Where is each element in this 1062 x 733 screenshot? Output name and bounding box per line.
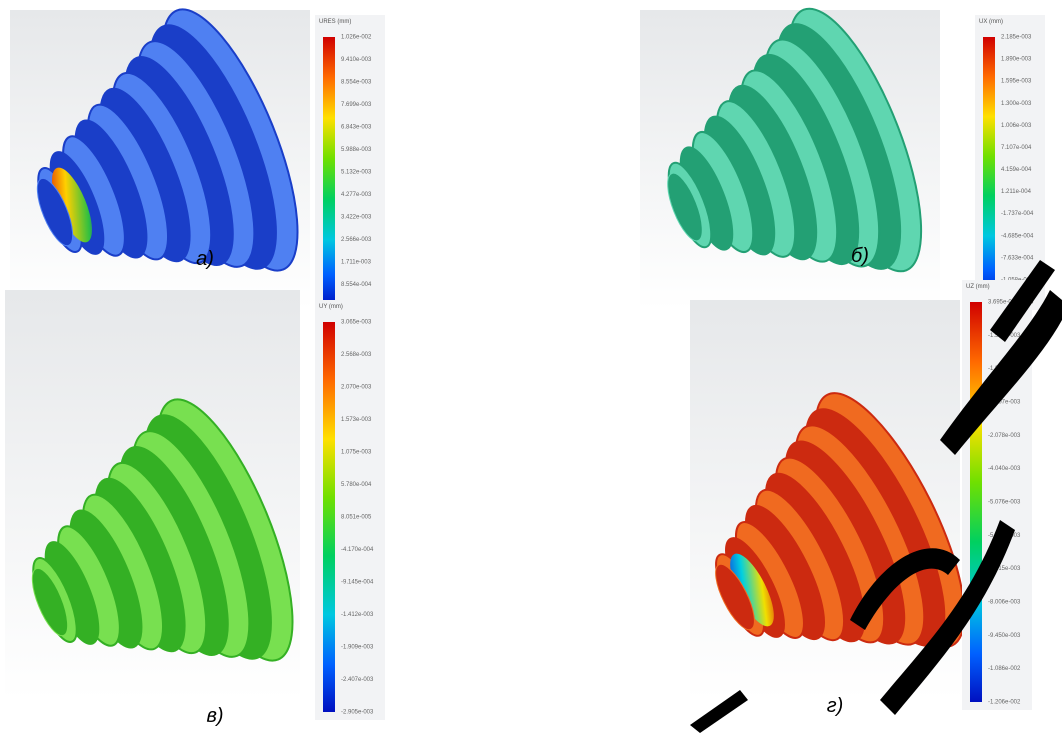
panel: UY (mm) 3.065e-003 2.568e-003 2.070e-003 1.5… [5,290,385,727]
legend-label: 8.554e-003 [341,80,372,86]
legend-label: 3.065e-003 [341,320,372,326]
legend-label: 2.566e-003 [341,237,372,243]
panel: UZ (mm)3.695e-004-1.553e-003-1.355e-003-… [690,280,1032,717]
legend-label: -4.040e-003 [988,466,1021,472]
legend-title: UZ (mm) [966,284,990,290]
legend-label: 4.159e-004 [1001,167,1032,173]
legend-label: 2.568e-003 [341,352,372,358]
legend-label: 7.107e-004 [1001,145,1032,151]
legend-title: UX (mm) [979,19,1003,25]
legend-label: 5.988e-003 [341,147,372,153]
legend-label: 2.185e-003 [1001,35,1032,41]
colorbar [323,322,335,712]
caption: в) [206,705,223,727]
caption: б) [851,245,869,267]
legend-label: -9.145e-004 [341,580,374,586]
legend-label: 7.699e-003 [341,102,372,108]
legend-label: 8.051e-005 [341,515,372,521]
legend-label: -4.685e-004 [1001,233,1034,239]
legend-label: -2.905e-003 [341,710,374,716]
legend-label: 5.132e-003 [341,170,372,176]
legend-label: 1.595e-003 [1001,79,1032,85]
legend-label: -1.737e-004 [1001,211,1034,217]
legend-label: 9.410e-003 [341,57,372,63]
legend-label: -2.078e-003 [988,433,1021,439]
legend-label: 1.006e-003 [1001,123,1032,129]
legend-label: 8.554e-004 [341,282,372,288]
legend-label: 1.890e-003 [1001,57,1032,63]
legend-label: -1.206e-002 [988,700,1021,706]
legend-label: -9.450e-003 [988,633,1021,639]
caption: а) [196,248,214,270]
legend-label: -1.086e-002 [988,666,1021,672]
caption: г) [827,695,844,717]
legend-title: URES (mm) [319,19,351,25]
legend-label: 6.843e-003 [341,125,372,131]
legend-label: 1.026e-002 [341,35,372,41]
colorbar [323,37,335,307]
colorbar [970,302,982,702]
page: URES (mm) 1.026e-002 9.410e-003 8.554e-003 7… [0,0,1062,733]
panel: UX (mm) 2.185e-003 1.890e-003 1.595e-003 1.3… [640,0,1045,310]
legend-label: 1.211e-004 [1001,189,1032,195]
legend-label: -4.170e-004 [341,547,374,553]
legend-label: 5.780e-004 [341,482,372,488]
legend-label: -8.006e-003 [988,600,1021,606]
legend-label: -7.633e-004 [1001,255,1034,261]
legend-label: -1.412e-003 [341,612,374,618]
legend-label: 1.573e-003 [341,417,372,423]
legend-title: UY (mm) [319,304,343,310]
colorbar [983,37,995,302]
legend-label: -2.407e-003 [341,677,374,683]
legend-label: 4.277e-003 [341,192,372,198]
legend-label: -1.909e-003 [341,645,374,651]
panel: URES (mm) 1.026e-002 9.410e-003 8.554e-003 7… [10,0,385,315]
figure: URES (mm) 1.026e-002 9.410e-003 8.554e-003 7… [0,0,1062,733]
legend-label: -5.076e-003 [988,500,1021,506]
legend-label: 1.711e-003 [341,260,372,266]
legend-label: 1.300e-003 [1001,101,1032,107]
legend-label: 1.075e-003 [341,450,372,456]
legend-label: 3.422e-003 [341,215,372,221]
legend-label: 2.070e-003 [341,385,372,391]
